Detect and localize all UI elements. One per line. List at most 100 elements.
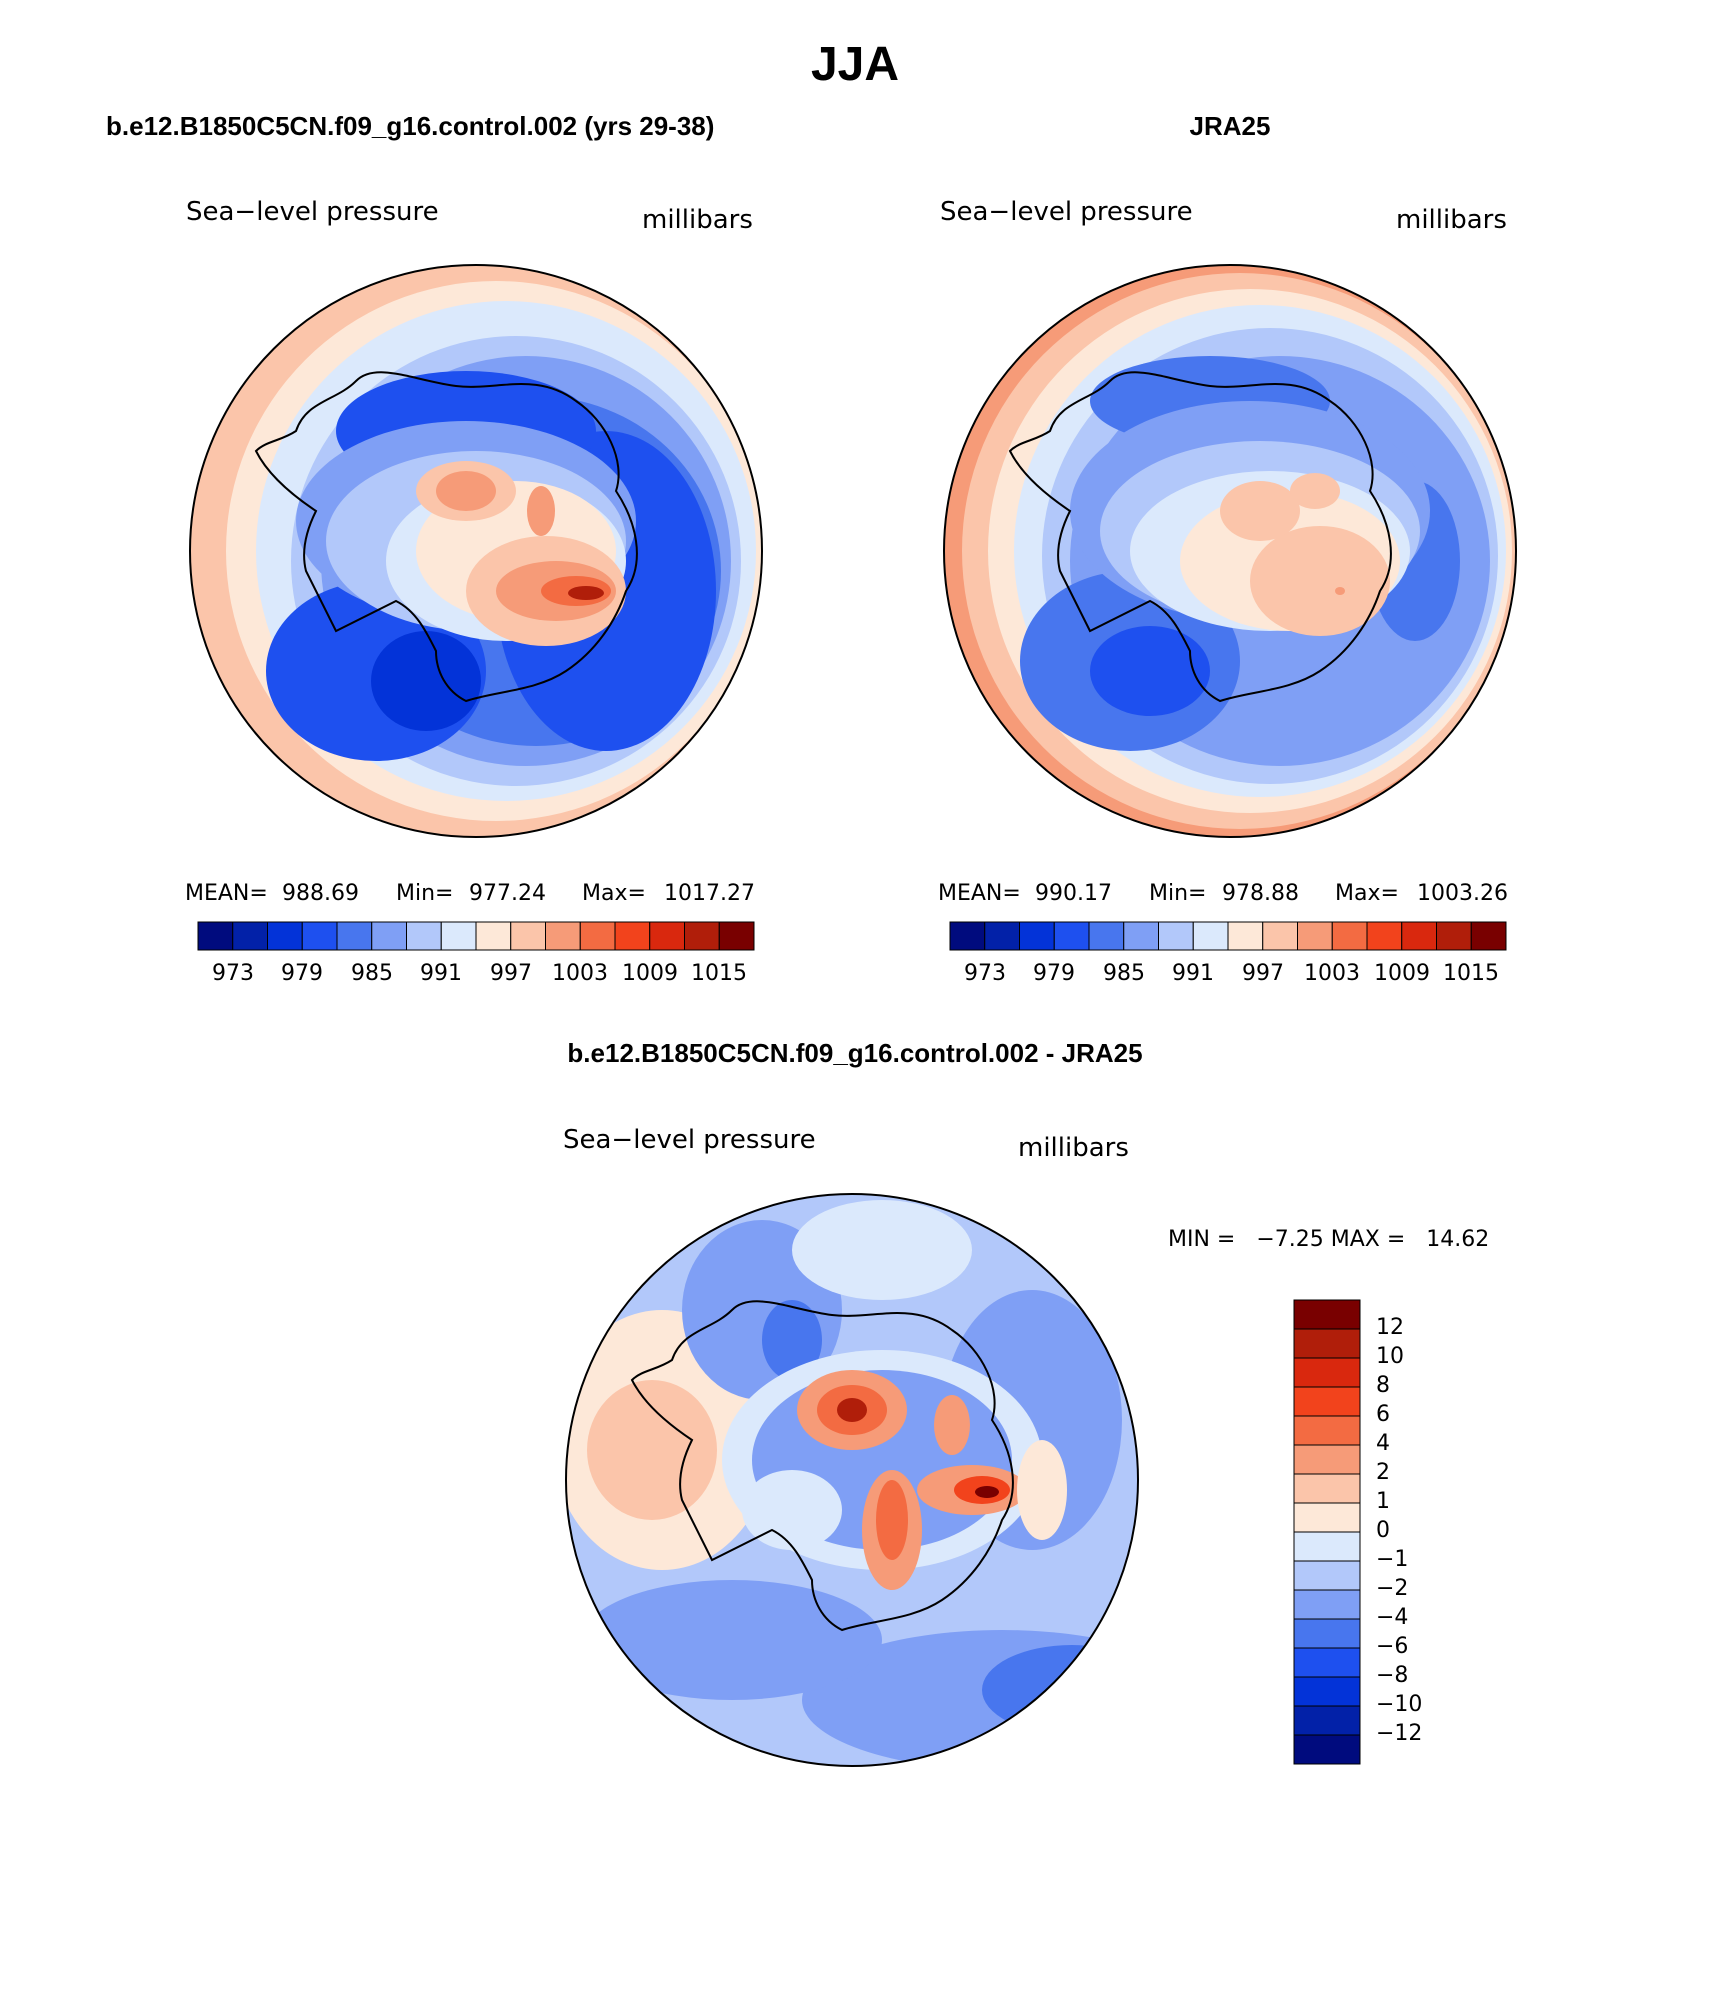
panel-diff-title: b.e12.B1850C5CN.f09_g16.control.002 - JR… [567, 1038, 1142, 1068]
colorbar-swatch [1293, 1531, 1361, 1562]
panel-obs-mean: 990.17 [1035, 881, 1112, 906]
colorbar-swatch [1053, 921, 1090, 951]
colorbar-swatch [1293, 1328, 1361, 1359]
cbar-a-tick: 1015 [691, 961, 747, 986]
panel-obs-min: 978.88 [1222, 881, 1299, 906]
colorbar-swatch [1436, 921, 1472, 951]
panel-diff: b.e12.B1850C5CN.f09_g16.control.002 - JR… [563, 1038, 1489, 1767]
colorbar-swatch [949, 921, 986, 951]
cbar-c-tick: −2 [1376, 1576, 1408, 1601]
colorbar-swatch [1293, 1444, 1361, 1475]
cbar-a-tick: 979 [281, 961, 323, 986]
colorbar-swatch [1192, 921, 1229, 951]
cbar-b-tick: 985 [1103, 961, 1145, 986]
cbar-a-tick: 1003 [552, 961, 608, 986]
colorbar-swatch [1293, 1473, 1361, 1504]
panel-diff-minmax: MIN = −7.25 MAX = 14.62 [1168, 1227, 1489, 1252]
cbar-c-tick: 0 [1376, 1518, 1390, 1543]
colorbar-swatch [545, 921, 581, 951]
cbar-a-tick: 973 [212, 961, 254, 986]
main-title: JJA [811, 38, 899, 91]
cbar-a-tick: 1009 [622, 961, 678, 986]
colorbar-swatch [1293, 1502, 1361, 1533]
colorbar-swatch [1123, 921, 1159, 951]
colorbar-swatch [440, 921, 477, 951]
cbar-c-tick: 6 [1376, 1402, 1390, 1427]
colorbar-swatch [1019, 921, 1055, 951]
colorbar-swatch [579, 921, 616, 951]
colorbar-swatch [1293, 1734, 1361, 1765]
panel-model-title: b.e12.B1850C5CN.f09_g16.control.002 (yrs… [106, 111, 714, 141]
colorbar-swatch [1293, 1705, 1361, 1736]
colorbar-swatch [301, 921, 338, 951]
panel-obs-stats: MEAN= 990.17 Min= 978.88 Max= 1003.26 [938, 881, 1508, 906]
panel-model-colorbar-ticks: 973 979 985 991 997 1003 1009 1015 [212, 961, 747, 986]
colorbar-swatch [1331, 921, 1368, 951]
panel-diff-left-label: Sea−level pressure [563, 1125, 816, 1155]
panel-model-stats: MEAN= 988.69 Min= 977.24 Max= 1017.27 [185, 881, 755, 906]
cbar-b-tick: 1015 [1443, 961, 1499, 986]
colorbar-swatch [1158, 921, 1194, 951]
cbar-c-tick: 4 [1376, 1431, 1390, 1456]
panel-obs-right-label: millibars [1396, 205, 1507, 235]
colorbar-swatch [475, 921, 512, 951]
panel-model-min: 977.24 [469, 881, 546, 906]
panel-diff-colorbar-ticks: 12 10 8 6 4 2 1 0 −1 −2 −4 −6 −8 −10 −12 [1376, 1315, 1422, 1746]
panel-obs-map [943, 264, 1517, 838]
panel-model-min-label: Min= [396, 881, 453, 906]
colorbar-swatch [1262, 921, 1298, 951]
colorbar-swatch [1293, 1589, 1361, 1620]
panel-model-map [189, 264, 763, 838]
panel-diff-map [565, 1193, 1139, 1767]
colorbar-swatch [1293, 1386, 1361, 1417]
panel-obs-colorbar-ticks: 973 979 985 991 997 1003 1009 1015 [964, 961, 1499, 986]
panel-model-mean: 988.69 [282, 881, 359, 906]
colorbar-swatch [336, 921, 373, 951]
panel-obs-left-label: Sea−level pressure [940, 197, 1193, 227]
cbar-a-tick: 985 [351, 961, 393, 986]
colorbar-swatch [1293, 1299, 1361, 1330]
panel-obs-max: 1003.26 [1417, 881, 1508, 906]
cbar-c-tick: 12 [1376, 1315, 1404, 1340]
colorbar-swatch [718, 921, 755, 951]
cbar-c-tick: −8 [1376, 1663, 1408, 1688]
cbar-c-tick: −4 [1376, 1605, 1408, 1630]
colorbar-swatch [649, 921, 685, 951]
colorbar-swatch [614, 921, 651, 951]
cbar-b-tick: 1009 [1374, 961, 1430, 986]
panel-obs-mean-label: MEAN= [938, 881, 1021, 906]
panel-obs-colorbar [949, 921, 1507, 951]
colorbar-swatch [371, 921, 407, 951]
panel-model-max-label: Max= [582, 881, 646, 906]
cbar-c-tick: 10 [1376, 1344, 1404, 1369]
panel-obs-min-label: Min= [1149, 881, 1206, 906]
panel-obs-title: JRA25 [1190, 111, 1271, 141]
cbar-c-tick: −1 [1376, 1547, 1408, 1572]
panel-model: b.e12.B1850C5CN.f09_g16.control.002 (yrs… [106, 111, 763, 986]
colorbar-swatch [1293, 1357, 1361, 1388]
cbar-b-tick: 979 [1033, 961, 1075, 986]
colorbar-swatch [1293, 1676, 1361, 1707]
cbar-c-tick: −12 [1376, 1721, 1422, 1746]
cbar-b-tick: 997 [1242, 961, 1284, 986]
colorbar-swatch [267, 921, 303, 951]
colorbar-swatch [1227, 921, 1264, 951]
cbar-b-tick: 973 [964, 961, 1006, 986]
colorbar-swatch [1366, 921, 1403, 951]
cbar-a-tick: 991 [420, 961, 462, 986]
colorbar-swatch [1088, 921, 1125, 951]
cbar-c-tick: 8 [1376, 1373, 1390, 1398]
panel-model-right-label: millibars [642, 205, 753, 235]
colorbar-swatch [510, 921, 546, 951]
panel-diff-right-label: millibars [1018, 1133, 1129, 1163]
colorbar-swatch [197, 921, 234, 951]
colorbar-swatch [684, 921, 720, 951]
cbar-c-tick: −6 [1376, 1634, 1408, 1659]
cbar-b-tick: 991 [1172, 961, 1214, 986]
panel-model-colorbar [197, 921, 755, 951]
colorbar-swatch [232, 921, 268, 951]
colorbar-swatch [406, 921, 442, 951]
colorbar-swatch [1293, 1647, 1361, 1678]
cbar-b-tick: 1003 [1304, 961, 1360, 986]
